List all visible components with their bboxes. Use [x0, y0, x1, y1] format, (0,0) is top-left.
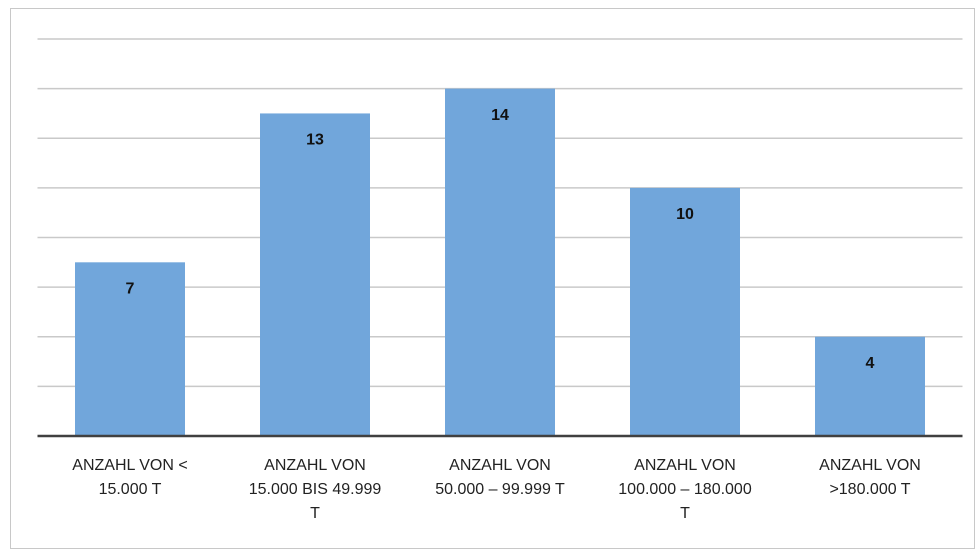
bar — [815, 336, 925, 436]
x-tick-label: ANZAHL VON 100.000 – 180.000 T — [618, 457, 752, 522]
data-label: 4 — [866, 355, 875, 372]
bar — [630, 187, 740, 436]
data-label: 13 — [306, 132, 324, 149]
x-tick-label: ANZAHL VON 15.000 BIS 49.999 T — [248, 457, 382, 522]
x-tick-label: ANZAHL VON 50.000 – 99.999 T — [435, 457, 565, 498]
bar — [260, 113, 370, 436]
data-label: 7 — [126, 281, 135, 298]
data-label: 10 — [676, 206, 694, 223]
x-tick-label: ANZAHL VON >180.000 T — [819, 457, 921, 498]
bar — [75, 262, 185, 436]
bar — [445, 88, 555, 436]
x-tick-label: ANZAHL VON < 15.000 T — [72, 457, 188, 498]
data-label: 14 — [491, 107, 509, 124]
